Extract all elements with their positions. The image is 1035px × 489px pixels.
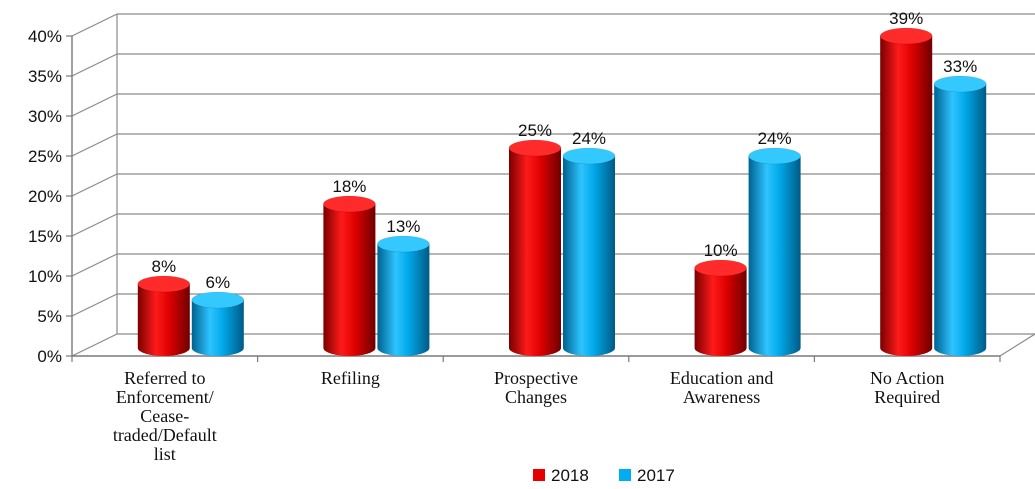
bar-top-2018-1 xyxy=(323,195,376,213)
legend-swatch-2018 xyxy=(533,469,545,481)
y-tick-label: 40% xyxy=(28,27,62,46)
category-label-1: Refiling xyxy=(321,368,380,388)
bar-2017-0 xyxy=(191,300,244,356)
category-labels: Referred to Enforcement/Cease-traded/Defa… xyxy=(113,368,945,464)
grid-diagonal xyxy=(71,293,118,317)
grid-diagonal xyxy=(71,253,118,277)
category-label-line: Prospective xyxy=(494,368,578,388)
category-label-line: No Action xyxy=(870,368,945,388)
category-label-line: Cease- xyxy=(140,406,189,426)
legend-label-2017: 2017 xyxy=(637,466,675,485)
category-label-line: Education and xyxy=(670,368,773,388)
y-tick-label: 20% xyxy=(28,187,62,206)
data-label-2018-2: 25% xyxy=(518,121,552,140)
legend-label-2018: 2018 xyxy=(551,466,589,485)
bar-top-2017-2 xyxy=(562,147,616,165)
bar-top-2017-1 xyxy=(377,235,430,253)
grid-diagonal xyxy=(71,93,118,117)
bar-2018-2 xyxy=(509,148,561,356)
y-tick-label: 25% xyxy=(28,147,62,166)
bar-2018-1 xyxy=(323,204,376,356)
bar-top-2018-0 xyxy=(137,275,191,293)
category-label-line: Changes xyxy=(505,387,567,407)
data-label-2017-1: 13% xyxy=(386,217,420,236)
bar-2017-1 xyxy=(377,244,430,356)
bar-2017-4 xyxy=(934,84,987,356)
bar-top-2018-3 xyxy=(694,259,747,277)
category-label-line: traded/Default xyxy=(113,425,217,445)
y-tick-label: 35% xyxy=(28,67,62,86)
y-tick-label: 15% xyxy=(28,227,62,246)
data-label-2017-2: 24% xyxy=(572,129,606,148)
category-label-line: Awareness xyxy=(683,387,760,407)
y-axis-ticks: 0% 5% 10% 15% 20% 25% 30% 35% 40% xyxy=(28,27,72,366)
category-label-line: Referred to xyxy=(124,368,205,388)
category-label-3: Education and Awareness xyxy=(670,368,773,407)
bars xyxy=(137,27,987,356)
bar-top-2017-4 xyxy=(933,75,987,93)
category-label-line: Required xyxy=(874,387,940,407)
floor-edge xyxy=(999,333,1035,357)
bar-2017-2 xyxy=(563,156,615,356)
bar-2018-0 xyxy=(137,284,190,356)
data-label-2018-0: 8% xyxy=(152,257,177,276)
data-label-2018-3: 10% xyxy=(704,241,738,260)
y-tick-label: 10% xyxy=(28,267,62,286)
bar-top-2018-2 xyxy=(508,139,562,157)
category-label-4: No Action Required xyxy=(870,368,945,407)
data-labels: 8% 6% 18% 13% 25% 24% 10% 24% 39% 33% xyxy=(152,9,978,292)
bar-top-2018-4 xyxy=(879,27,933,45)
bar-top-2017-3 xyxy=(748,147,801,165)
data-label-2017-4: 33% xyxy=(943,57,977,76)
bar-2018-4 xyxy=(880,36,933,356)
category-label-0: Referred to Enforcement/Cease-traded/Defa… xyxy=(113,368,217,464)
y-tick-label: 30% xyxy=(28,107,62,126)
data-label-2017-3: 24% xyxy=(758,129,792,148)
grid-diagonal xyxy=(71,173,118,197)
data-label-2017-0: 6% xyxy=(206,273,231,292)
bar-2018-3 xyxy=(694,268,747,356)
grid-diagonal xyxy=(71,133,118,157)
legend-swatch-2017 xyxy=(619,469,631,481)
category-label-2: Prospective Changes xyxy=(494,368,578,407)
data-label-2018-4: 39% xyxy=(889,9,923,28)
grid-diagonal xyxy=(71,13,118,37)
y-tick-label: 5% xyxy=(37,307,62,326)
grid-diagonal xyxy=(71,333,118,357)
data-label-2018-1: 18% xyxy=(332,177,366,196)
bar-2017-3 xyxy=(748,156,801,356)
y-tick-label: 0% xyxy=(37,347,62,366)
category-label-line: Enforcement/ xyxy=(116,387,214,407)
category-label-line: list xyxy=(154,444,176,464)
grid-diagonal xyxy=(71,213,118,237)
legend: 2018 2017 xyxy=(533,466,675,485)
category-label-line: Refiling xyxy=(321,368,380,388)
bar-top-2017-0 xyxy=(191,291,245,309)
grid-diagonal xyxy=(71,53,118,77)
